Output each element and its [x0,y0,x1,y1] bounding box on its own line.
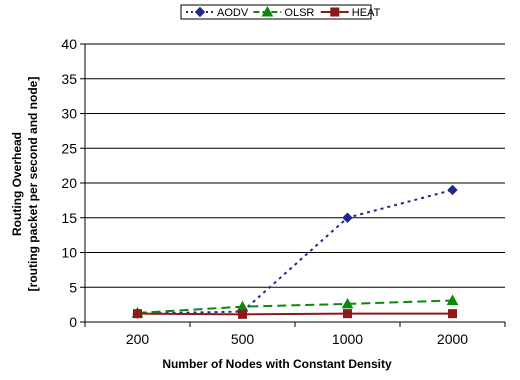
data-point-aodv-1000 [342,212,353,223]
data-point-olsr-1000 [341,297,354,309]
data-point-heat-1000 [343,309,352,319]
y-axis-title-line-1: Routing Overhead [10,132,24,236]
x-tick-labels: 200 500 1000 2000 [126,331,468,347]
y-tick-label-5: 5 [69,279,77,295]
series-lines [137,188,453,316]
plot-area: 0 5 10 15 20 25 30 35 40 200 500 1000 2000 [61,36,506,347]
legend-marker-heat [330,7,340,17]
legend-label-olsr: OLSR [284,7,314,19]
y-tick-label-15: 15 [61,210,77,226]
data-point-aodv-2000 [447,184,458,196]
x-tick-label-2000: 2000 [437,331,468,347]
x-tick-label-500: 500 [231,331,255,347]
legend-label-aodv: AODV [217,7,249,19]
legend-marker-aodv [194,6,206,18]
y-tick-label-35: 35 [61,71,77,87]
legend-marker-olsr [261,5,274,17]
legend-label-heat: HEAT [352,7,381,19]
x-axis-title: Number of Nodes with Constant Density [162,357,392,371]
data-point-heat-2000 [448,309,457,319]
data-point-heat-500 [238,309,247,319]
legend: AODV OLSR HEAT [180,4,381,20]
y-tick-label-0: 0 [69,314,77,330]
x-tick-label-200: 200 [126,331,150,347]
data-point-heat-200 [133,309,142,319]
y-tick-labels: 0 5 10 15 20 25 30 35 40 [61,36,77,330]
y-tick-label-30: 30 [61,106,77,122]
axes [80,43,506,327]
y-tick-label-40: 40 [61,36,77,52]
gridlines [85,43,505,288]
data-point-olsr-2000 [446,294,459,305]
y-axis-title-line-2: [routing packet per second and node] [26,77,40,292]
x-tick-label-1000: 1000 [332,331,363,347]
y-tick-label-10: 10 [61,245,77,261]
y-tick-label-25: 25 [61,140,77,156]
y-tick-label-20: 20 [61,175,77,191]
series-line-aodv [137,188,453,315]
series-line-olsr [137,299,453,314]
series-markers [131,184,459,319]
series-line-heat [137,312,453,316]
